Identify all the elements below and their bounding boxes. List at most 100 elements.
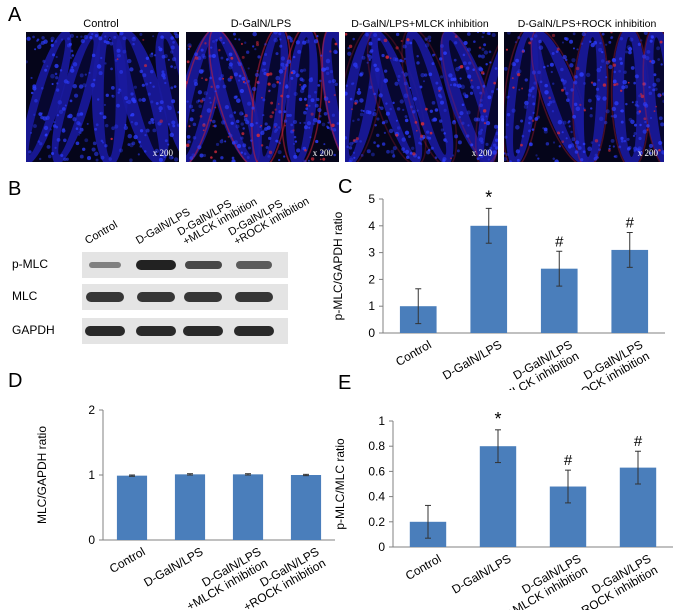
nucleus (285, 63, 289, 67)
nucleus (139, 129, 144, 133)
nucleus (254, 72, 260, 78)
nucleus (124, 96, 129, 101)
nucleus (392, 146, 397, 151)
nucleus (544, 90, 549, 95)
nucleus (38, 157, 42, 161)
nucleus (356, 90, 362, 95)
nucleus (573, 80, 578, 85)
nucleus (511, 108, 516, 113)
micrograph-rock-inhibition: x 200 (504, 32, 664, 162)
nucleus (110, 67, 113, 71)
nucleus (511, 61, 516, 67)
nucleus (534, 117, 539, 121)
nucleus (129, 67, 134, 72)
nucleus (377, 37, 381, 41)
nucleus (235, 124, 240, 129)
nucleus (318, 114, 322, 118)
nucleus (533, 34, 538, 38)
nucleus (171, 156, 174, 160)
panel-label-a: A (8, 4, 22, 26)
nucleus (648, 91, 653, 96)
nucleus (653, 73, 657, 77)
nucleus (305, 39, 310, 44)
nucleus (538, 45, 544, 50)
nucleus (262, 129, 265, 132)
red-signal (269, 72, 273, 76)
nucleus (171, 99, 176, 104)
significance-marker: # (564, 452, 573, 469)
red-signal (214, 106, 217, 109)
nucleus (193, 78, 198, 84)
nucleus (489, 61, 492, 64)
nucleus (203, 153, 207, 157)
nucleus (273, 32, 278, 35)
red-signal (454, 35, 458, 38)
nucleus (277, 150, 282, 155)
nucleus (299, 69, 304, 73)
nucleus (434, 156, 438, 159)
nucleus (515, 125, 520, 130)
red-signal (646, 128, 649, 132)
nucleus (478, 54, 482, 58)
nucleus (660, 63, 663, 66)
nucleus (650, 59, 656, 65)
nucleus (575, 106, 581, 112)
nucleus (294, 152, 297, 155)
red-signal (256, 80, 260, 84)
nucleus (532, 111, 535, 114)
nucleus (104, 144, 108, 148)
nucleus (374, 124, 377, 127)
nucleus (517, 36, 521, 40)
nucleus (571, 58, 576, 63)
nucleus (555, 50, 559, 54)
nucleus (432, 117, 437, 122)
nucleus (614, 154, 618, 159)
nucleus (352, 151, 356, 154)
nucleus (108, 38, 111, 41)
red-signal (420, 134, 424, 138)
nucleus (359, 112, 364, 117)
nucleus (303, 97, 307, 101)
nucleus (472, 68, 475, 71)
nucleus (231, 159, 236, 162)
nucleus (222, 41, 225, 44)
red-signal (607, 60, 611, 63)
x-tick-label: Control (403, 551, 444, 582)
red-signal (241, 132, 245, 136)
nucleus (75, 127, 79, 131)
nucleus (145, 128, 150, 133)
nucleus (515, 58, 520, 63)
nucleus (233, 111, 237, 114)
nucleus (159, 100, 164, 105)
nucleus (597, 78, 601, 82)
nucleus (94, 151, 99, 157)
nucleus (478, 67, 484, 72)
nucleus (420, 72, 425, 78)
nucleus (125, 101, 128, 104)
nucleus (627, 46, 633, 52)
nucleus (450, 77, 455, 82)
nucleus (221, 120, 226, 125)
nucleus (612, 145, 615, 148)
red-signal (299, 83, 302, 86)
nucleus (537, 70, 541, 75)
nucleus (139, 32, 143, 36)
nucleus (69, 99, 73, 103)
nucleus (30, 76, 33, 80)
nucleus (278, 142, 281, 145)
nucleus (605, 109, 610, 114)
red-signal (531, 119, 535, 122)
nucleus (323, 68, 327, 72)
red-signal (331, 123, 335, 128)
red-signal (270, 101, 274, 105)
nucleus (138, 140, 141, 144)
red-signal (142, 38, 145, 41)
nucleus (424, 43, 430, 48)
nucleus (72, 62, 78, 67)
blot-band (183, 326, 223, 336)
red-signal (412, 152, 416, 156)
nucleus (439, 75, 444, 79)
nucleus (56, 138, 61, 142)
nucleus (32, 84, 37, 89)
nucleus (189, 156, 194, 160)
